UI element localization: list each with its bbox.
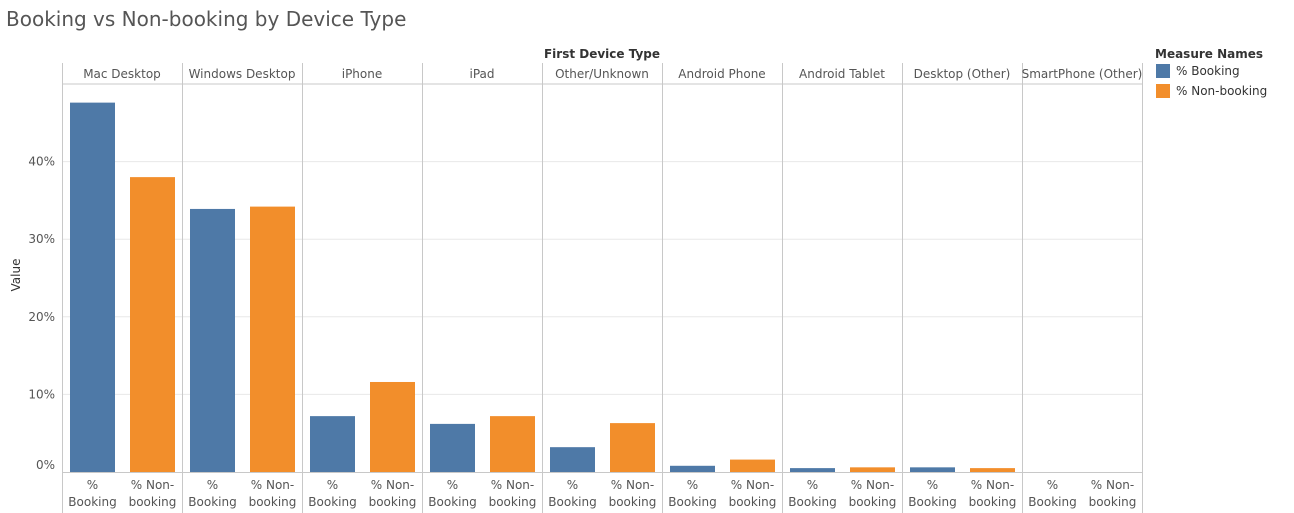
measure-label: Booking (188, 495, 236, 509)
category-label: Desktop (Other) (914, 67, 1011, 81)
legend-label-booking: % Booking (1176, 64, 1240, 78)
bar-non-booking[interactable] (610, 423, 655, 472)
category-label: SmartPhone (Other) (1022, 67, 1143, 81)
measure-label: booking (129, 495, 177, 509)
y-tick-label: 20% (28, 310, 55, 324)
measure-label: booking (729, 495, 777, 509)
bar-non-booking[interactable] (250, 206, 295, 472)
column-header-title: First Device Type (544, 47, 660, 61)
measure-label: booking (969, 495, 1017, 509)
measure-label: % (567, 478, 578, 492)
measure-label: % Non- (1091, 478, 1134, 492)
bar-non-booking[interactable] (970, 468, 1015, 472)
measure-label: % (927, 478, 938, 492)
measure-label: booking (849, 495, 897, 509)
measure-label: % (1047, 478, 1058, 492)
measure-label: Booking (1028, 495, 1076, 509)
measure-label: % Non- (491, 478, 534, 492)
measure-label: Booking (428, 495, 476, 509)
chart-title: Booking vs Non-booking by Device Type (6, 7, 407, 31)
measure-label: % Non- (131, 478, 174, 492)
measure-label: % (807, 478, 818, 492)
measure-label: Booking (908, 495, 956, 509)
y-tick-label: 10% (28, 387, 55, 401)
category-label: Mac Desktop (83, 67, 161, 81)
measure-label: % (687, 478, 698, 492)
y-tick-label: 0% (36, 458, 55, 472)
bar-booking[interactable] (550, 447, 595, 472)
y-axis-label: Value (9, 259, 23, 292)
measure-label: Booking (788, 495, 836, 509)
measure-label: % (327, 478, 338, 492)
measure-label: Booking (668, 495, 716, 509)
category-label: Android Phone (678, 67, 765, 81)
measure-label: booking (609, 495, 657, 509)
measure-label: booking (489, 495, 537, 509)
bar-non-booking[interactable] (370, 381, 415, 472)
legend-title: Measure Names (1155, 47, 1263, 61)
measure-label: % Non- (731, 478, 774, 492)
bar-booking[interactable] (190, 208, 235, 472)
measure-label: % Non- (971, 478, 1014, 492)
y-tick-label: 30% (28, 232, 55, 246)
category-label: iPad (469, 67, 494, 81)
bar-non-booking[interactable] (730, 459, 775, 472)
measure-label: Booking (548, 495, 596, 509)
legend-swatch-booking[interactable] (1156, 64, 1170, 78)
bar-non-booking[interactable] (850, 467, 895, 472)
measure-label: booking (249, 495, 297, 509)
bar-booking[interactable] (790, 468, 835, 472)
category-label: iPhone (342, 67, 383, 81)
bar-booking[interactable] (670, 465, 715, 472)
measure-label: % (207, 478, 218, 492)
category-label: Other/Unknown (555, 67, 649, 81)
measure-label: Booking (68, 495, 116, 509)
measure-label: % (87, 478, 98, 492)
category-label: Windows Desktop (189, 67, 296, 81)
bar-non-booking[interactable] (130, 177, 175, 472)
legend-label-non-booking: % Non-booking (1176, 84, 1267, 98)
category-label: Android Tablet (799, 67, 885, 81)
measure-label: % Non- (611, 478, 654, 492)
bar-booking[interactable] (310, 416, 355, 472)
measure-label: Booking (308, 495, 356, 509)
bar-non-booking[interactable] (490, 416, 535, 472)
y-tick-label: 40% (28, 155, 55, 169)
measure-label: booking (369, 495, 417, 509)
measure-label: % Non- (371, 478, 414, 492)
measure-label: booking (1089, 495, 1137, 509)
measure-label: % Non- (251, 478, 294, 492)
legend-swatch-non-booking[interactable] (1156, 84, 1170, 98)
measure-label: % (447, 478, 458, 492)
bar-booking[interactable] (430, 423, 475, 472)
bar-booking[interactable] (70, 102, 115, 473)
bar-booking[interactable] (910, 467, 955, 472)
measure-label: % Non- (851, 478, 894, 492)
